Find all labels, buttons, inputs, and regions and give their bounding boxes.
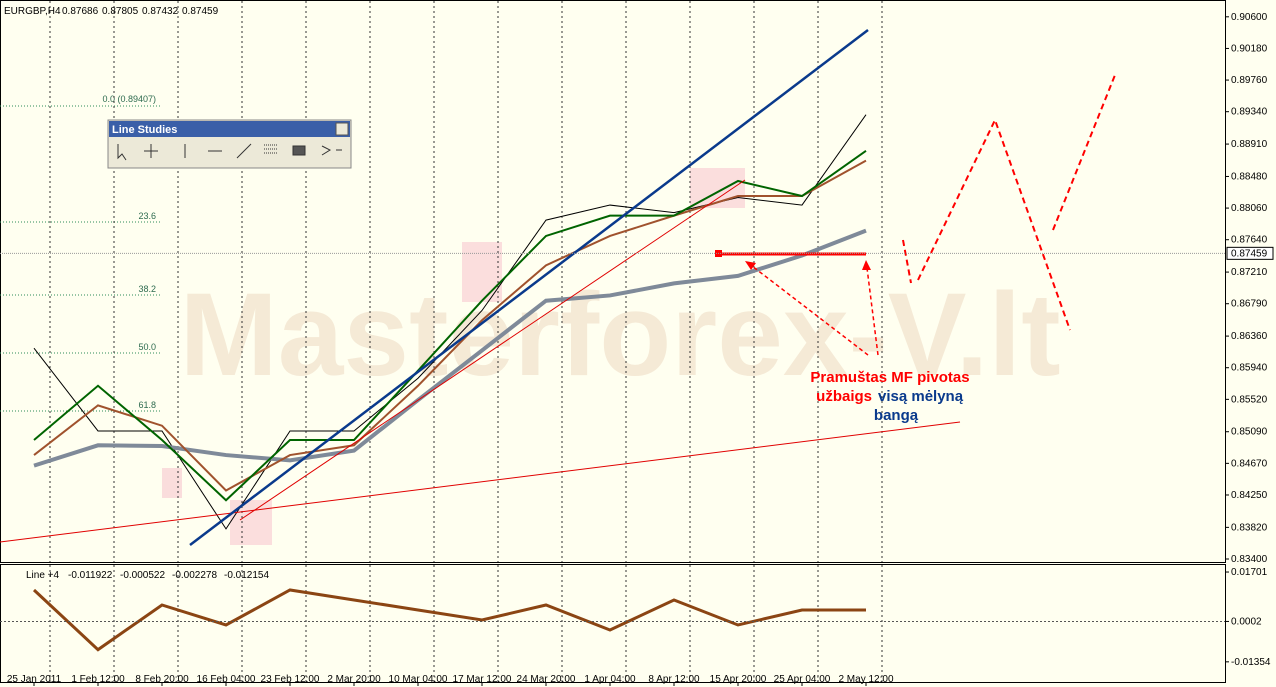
- x-tick-label: 25 Jan 2011: [7, 674, 62, 685]
- x-tick-label: 8 Feb 20:00: [135, 674, 189, 685]
- x-tick-label: 1 Feb 12:00: [71, 674, 125, 685]
- y-tick-label: 0.89340: [1231, 107, 1268, 118]
- x-tick-label: 25 Apr 04:00: [774, 674, 831, 685]
- y-tick-label: 0.85520: [1231, 394, 1268, 405]
- y-tick-label: 0.86790: [1231, 299, 1268, 310]
- y-tick-label: 0.88060: [1231, 203, 1268, 214]
- header-value: 0.87432: [142, 6, 179, 17]
- y-tick-label: 0.88480: [1231, 171, 1268, 182]
- y-tick-label: 0.90600: [1231, 12, 1268, 23]
- x-tick-label: 24 Mar 20:00: [517, 674, 576, 685]
- ohlc-header: 0.87686 0.87805 0.87432 0.87459: [62, 6, 219, 17]
- last-price-box: [1226, 246, 1274, 260]
- y-tick-label: 0.0002: [1231, 616, 1262, 627]
- toolbar-title: Line Studies: [112, 124, 177, 136]
- y-tick-label: 0.87210: [1231, 267, 1268, 278]
- indicator-title: Line +4: [26, 570, 60, 581]
- indicator-frame: [0, 564, 1226, 683]
- symbol: EURGBP,H4: [4, 6, 61, 17]
- x-tick-label: 2 Mar 20:00: [327, 674, 381, 685]
- y-tick-label: 0.84250: [1231, 490, 1268, 501]
- x-tick-label: 23 Feb 12:00: [261, 674, 320, 685]
- annotation: užbaigs: [816, 388, 872, 405]
- x-tick-label: 17 Mar 12:00: [453, 674, 512, 685]
- fib-label: 0.0 (0.89407): [102, 94, 156, 104]
- x-tick-label: 2 May 12:00: [838, 674, 893, 685]
- series-line: [33, 150, 867, 502]
- close-button[interactable]: [335, 122, 349, 136]
- header-value: -0.012154: [224, 570, 269, 581]
- y-tick-label: 0.83820: [1231, 522, 1268, 533]
- x-tick-label: 8 Apr 12:00: [648, 674, 700, 685]
- x-tick-label: 10 Mar 04:00: [389, 674, 448, 685]
- main-frame: [0, 0, 1226, 563]
- y-tick-label: 0.85090: [1231, 427, 1268, 438]
- y-tick-label: 0.87640: [1231, 235, 1268, 246]
- trend-line: [239, 179, 746, 521]
- y-tick-label: 0.90180: [1231, 43, 1268, 54]
- y-tick-label: -0.01354: [1231, 657, 1271, 668]
- annotation: bangą: [874, 407, 919, 424]
- series-line: [33, 159, 867, 492]
- y-tick-label: 0.83400: [1231, 554, 1268, 565]
- header-value: -0.011922: [68, 570, 113, 581]
- annotation: visą mėlyną: [878, 388, 964, 405]
- trend-line: [0, 421, 961, 543]
- annotation: Pramuštas MF pivotas: [810, 369, 969, 386]
- y-tick-label: 0.88910: [1231, 139, 1268, 150]
- y-tick-label: 0.85940: [1231, 363, 1268, 374]
- header-value: 0.87686: [62, 6, 99, 17]
- y-tick-label: 0.01701: [1231, 567, 1268, 578]
- series-layer: [32, 1, 883, 682]
- fib-label: 23.6: [138, 211, 156, 221]
- arrows: [745, 260, 879, 356]
- y-tick-label: 0.84670: [1231, 458, 1268, 469]
- x-tick-label: 1 Apr 04:00: [584, 674, 636, 685]
- wave-line: [189, 29, 869, 546]
- series-line: [32, 588, 866, 652]
- header-value: 0.87805: [102, 6, 139, 17]
- fib-label: 38.2: [138, 284, 156, 294]
- y-tick-label: 0.89760: [1231, 75, 1268, 86]
- watermark: Masterforex-V.lt: [180, 269, 1061, 401]
- x-tick-label: 16 Feb 04:00: [197, 674, 256, 685]
- last-price-label: 0.87459: [1231, 248, 1268, 259]
- toolbar: Line Studies: [107, 119, 352, 169]
- fib-label: 61.8: [138, 400, 156, 410]
- forecast-path: [902, 74, 1116, 331]
- x-tick-label: 15 Apr 20:00: [710, 674, 767, 685]
- header-value: -0.002278: [172, 570, 217, 581]
- indicator-header: -0.011922 -0.000522 -0.002278 -0.012154: [68, 570, 269, 581]
- header-value: 0.87459: [182, 6, 219, 17]
- y-tick-label: 0.86360: [1231, 331, 1268, 342]
- fib-label: 50.0: [138, 342, 156, 352]
- series-line: [33, 228, 867, 468]
- toolbar-icons[interactable]: [117, 143, 342, 161]
- header-value: -0.000522: [120, 570, 165, 581]
